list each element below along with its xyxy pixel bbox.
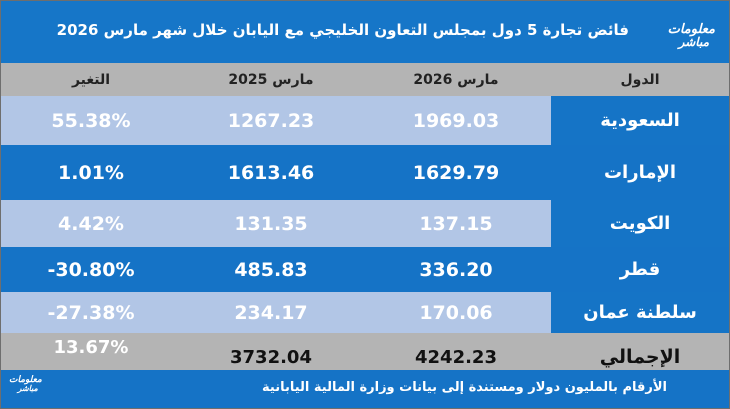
- total-label: الإجمالي: [599, 346, 681, 368]
- footer-logo-line-1: معلومات: [9, 375, 42, 385]
- table-row: السعودية 1969.03 1267.23 55.38%: [1, 96, 729, 145]
- column-header-change: التغير: [71, 71, 111, 88]
- total-mar-2025: 3732.04: [230, 347, 312, 368]
- mar-2026-cell: 1629.79: [412, 161, 500, 184]
- table-row: قطر 336.20 485.83 -30.80%: [1, 247, 729, 292]
- logo-line-2: مباشر: [678, 35, 709, 49]
- change-cell: -30.80%: [47, 258, 135, 281]
- table-header: الدول مارس 2026 مارس 2025 التغير: [1, 63, 729, 96]
- total-mar-2026: 4242.23: [415, 347, 497, 368]
- footer-bar: الأرقام بالمليون دولار ومستندة إلى بيانا…: [1, 370, 729, 408]
- country-cell: الكويت: [551, 200, 729, 247]
- source-note: الأرقام بالمليون دولار ومستندة إلى بيانا…: [262, 380, 667, 395]
- mar-2026-cell: 336.20: [419, 258, 493, 281]
- footer-logo: معلومات مباشر: [9, 376, 42, 393]
- mar-2025-cell: 1267.23: [181, 96, 361, 145]
- change-cell: -27.38%: [1, 292, 181, 333]
- country-cell: السعودية: [551, 96, 729, 145]
- header-bar: فائض تجارة 5 دول بمجلس التعاون الخليجي م…: [1, 1, 729, 63]
- change-cell: 55.38%: [1, 96, 181, 145]
- change-cell: 1.01%: [58, 161, 124, 184]
- page-title: فائض تجارة 5 دول بمجلس التعاون الخليجي م…: [56, 21, 629, 39]
- table-row: الإمارات 1629.79 1613.46 1.01%: [1, 145, 729, 200]
- mar-2025-cell: 131.35: [181, 200, 361, 247]
- country-cell: قطر: [619, 259, 661, 280]
- mar-2025-cell: 1613.46: [227, 161, 315, 184]
- mar-2026-cell: 1969.03: [361, 96, 551, 145]
- mar-2025-cell: 485.83: [234, 258, 308, 281]
- country-cell: الإمارات: [603, 162, 677, 183]
- mar-2026-cell: 137.15: [361, 200, 551, 247]
- table-row: الكويت 137.15 131.35 4.42%: [1, 200, 729, 247]
- mar-2026-cell: 170.06: [361, 292, 551, 333]
- total-row: الإجمالي 4242.23 3732.04 13.67%: [1, 333, 729, 370]
- column-header-mar-2026: مارس 2026: [413, 71, 499, 88]
- table-row: سلطنة عمان 170.06 234.17 -27.38%: [1, 292, 729, 333]
- country-cell: سلطنة عمان: [551, 292, 729, 333]
- footer-logo-line-2: مباشر: [17, 384, 38, 393]
- logo-line-1: معلومات: [667, 22, 715, 37]
- change-cell: 4.42%: [1, 200, 181, 247]
- total-change: 13.67%: [53, 337, 129, 358]
- column-header-mar-2025: مارس 2025: [228, 71, 314, 88]
- brand-logo: معلومات مباشر: [668, 23, 715, 48]
- column-header-country: الدول: [620, 71, 660, 88]
- mar-2025-cell: 234.17: [181, 292, 361, 333]
